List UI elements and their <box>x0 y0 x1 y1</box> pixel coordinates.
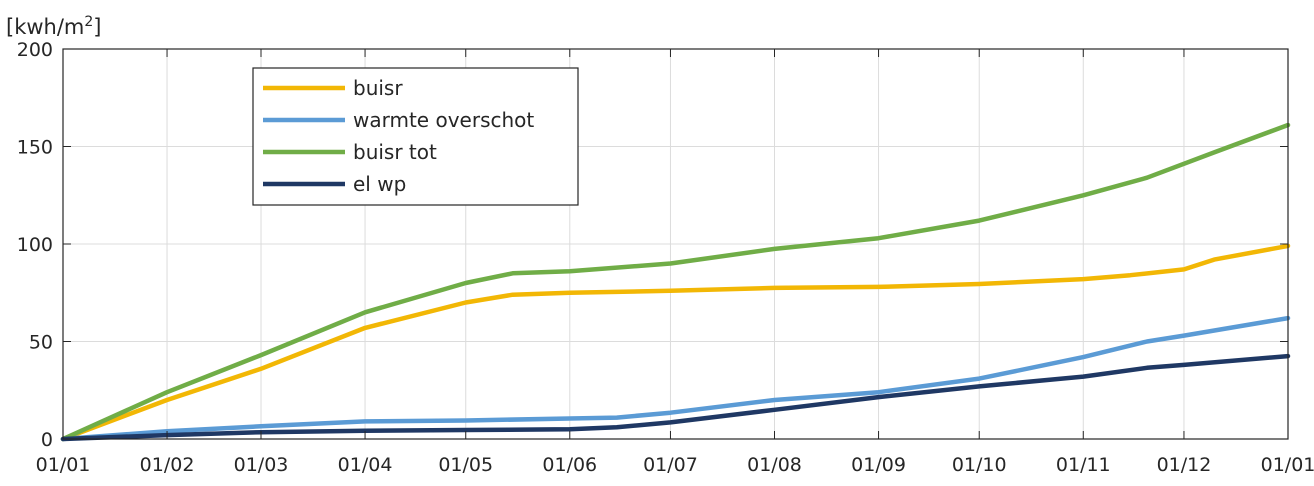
x-tick-label: 01/02 <box>140 454 195 476</box>
x-tick-label: 01/10 <box>952 454 1007 476</box>
x-tick-label: 01/07 <box>643 454 698 476</box>
x-tick-label: 01/01 <box>36 454 91 476</box>
legend: buisr warmte overschot buisr tot el wp <box>252 67 579 206</box>
x-tick-label: 01/01 <box>1261 454 1314 476</box>
y-tick-label: 0 <box>41 429 53 451</box>
y-tick-label: 50 <box>29 332 53 354</box>
axis-ticks: 01/01 01/02 01/03 01/04 01/05 01/06 01/07 01/08… <box>17 39 1314 476</box>
series-lines <box>60 122 1291 442</box>
legend-label: buisr <box>353 76 403 100</box>
x-tick-label: 01/05 <box>438 454 493 476</box>
series-line-buisr-tot <box>60 122 1291 442</box>
legend-label: warmte overschot <box>353 108 534 132</box>
series-line-el-wp <box>60 353 1291 442</box>
x-tick-label: 01/11 <box>1056 454 1111 476</box>
legend-label: buisr tot <box>353 140 437 164</box>
y-tick-label: 100 <box>17 234 53 256</box>
series-line-buisr <box>60 243 1291 442</box>
y-axis-label: [kwh/m2] <box>6 14 102 39</box>
y-tick-label: 200 <box>17 39 53 61</box>
x-tick-label: 01/03 <box>234 454 289 476</box>
x-tick-label: 01/04 <box>338 454 393 476</box>
x-tick-label: 01/08 <box>747 454 802 476</box>
legend-label: el wp <box>353 172 406 196</box>
y-tick-label: 150 <box>17 137 53 159</box>
x-tick-label: 01/12 <box>1157 454 1212 476</box>
x-tick-label: 01/06 <box>542 454 597 476</box>
y-axis-label-superscript: 2 <box>84 14 93 30</box>
x-tick-label: 01/09 <box>851 454 906 476</box>
series-line-warmte-overschot <box>60 315 1291 442</box>
